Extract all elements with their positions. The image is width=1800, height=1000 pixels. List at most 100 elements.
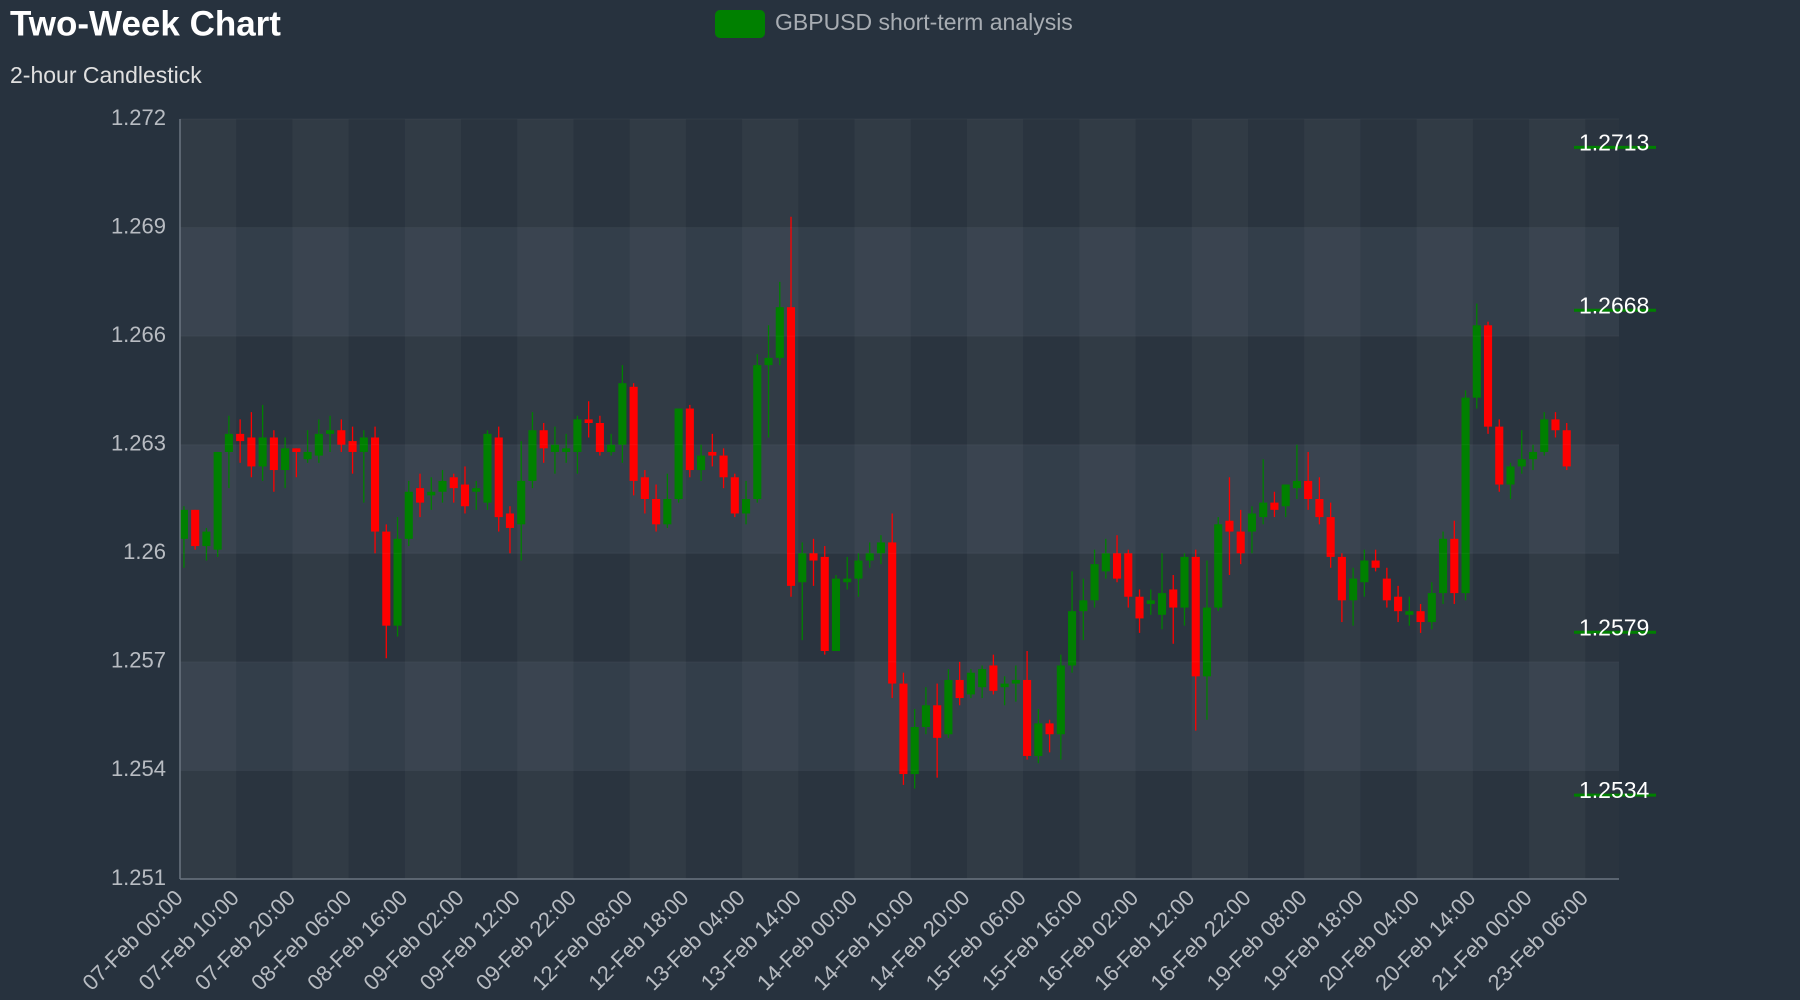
candle-body: [764, 357, 773, 366]
candle-body: [1270, 502, 1279, 510]
candle-body: [1023, 679, 1032, 756]
grid-stripe: [517, 119, 573, 879]
candle-body: [1247, 513, 1256, 532]
candle-body: [685, 408, 694, 471]
candle-body: [348, 441, 357, 452]
y-tick-label: 1.263: [111, 431, 166, 456]
candle-body: [595, 423, 604, 452]
grid-stripe: [1529, 119, 1585, 879]
candle-body: [1326, 517, 1335, 557]
candle-body: [618, 383, 627, 445]
candle-body: [1045, 723, 1054, 735]
candle-body: [1427, 593, 1436, 623]
candle-body: [1517, 459, 1526, 467]
candle-body: [326, 430, 335, 434]
candle-body: [427, 491, 436, 496]
candle-body: [1371, 560, 1380, 568]
candle-body: [865, 553, 874, 561]
grid-stripe: [180, 119, 236, 879]
candle-body: [1236, 531, 1245, 554]
candle-body: [955, 679, 964, 699]
candle-body: [1450, 538, 1459, 594]
y-tick-label: 1.272: [111, 105, 166, 130]
candle-body: [1337, 556, 1346, 601]
candle-body: [539, 430, 548, 449]
candle-body: [483, 433, 492, 503]
candle-body: [1483, 325, 1493, 427]
candle-body: [1180, 556, 1189, 608]
candle-body: [1281, 484, 1290, 507]
y-tick-label: 1.257: [111, 648, 166, 673]
chart-title: Two-Week Chart: [10, 4, 281, 43]
candle-body: [978, 669, 987, 688]
grid-stripe: [1192, 119, 1248, 879]
grid-band: [180, 119, 1619, 228]
candle-body: [820, 556, 829, 651]
candle-body: [843, 578, 852, 583]
candle-body: [393, 538, 402, 626]
candle-body: [1472, 325, 1481, 398]
plot: [179, 216, 1571, 789]
candle-body: [1382, 578, 1391, 601]
candle-body: [1101, 553, 1110, 572]
candle-body: [1146, 600, 1155, 604]
level-label: 1.2579: [1579, 614, 1649, 640]
grid-stripe: [1304, 119, 1360, 879]
candle-body: [460, 484, 470, 507]
candle-body: [607, 444, 616, 452]
candle-body: [989, 665, 998, 691]
candle-body: [809, 553, 818, 561]
candle-body: [652, 499, 661, 525]
candle-body: [213, 451, 222, 550]
candle-body: [921, 705, 930, 727]
candle-body: [337, 430, 346, 445]
candle-body: [528, 430, 537, 481]
y-tick-label: 1.266: [111, 322, 166, 347]
candle-body: [730, 477, 739, 514]
candle-body: [1124, 553, 1133, 597]
candle-body: [1495, 426, 1504, 485]
legend-label: GBPUSD short-term analysis: [775, 9, 1073, 35]
candle-body: [719, 455, 728, 478]
candle-body: [1416, 611, 1425, 623]
candle-body: [517, 480, 526, 525]
y-tick-label: 1.269: [111, 213, 166, 238]
candle-body: [1360, 560, 1369, 583]
grid-band: [180, 770, 1619, 879]
candle-body: [899, 683, 908, 775]
candle-body: [404, 491, 413, 539]
candle-body: [933, 705, 942, 738]
y-tick-label: 1.254: [111, 756, 166, 781]
candle-body: [202, 531, 211, 547]
candle-body: [1506, 466, 1515, 485]
candle-body: [831, 578, 841, 651]
candle-body: [1225, 520, 1234, 532]
candle-body: [640, 477, 649, 499]
candle-body: [1011, 679, 1020, 684]
y-tick-label: 1.251: [111, 865, 166, 890]
candle-body: [1068, 611, 1077, 666]
grid-band: [180, 336, 1619, 445]
candle-body: [191, 509, 200, 547]
candle-body: [1056, 665, 1065, 735]
candle-body: [292, 448, 301, 452]
candle-body: [438, 480, 447, 492]
candle-body: [1405, 611, 1414, 615]
candle-body: [1349, 578, 1358, 601]
candle-body: [944, 679, 953, 735]
candle-body: [674, 408, 683, 499]
legend-swatch: [715, 10, 765, 38]
candle-body: [629, 386, 638, 481]
candle-body: [1304, 480, 1313, 499]
level-label: 1.2668: [1579, 292, 1649, 318]
candle-body: [415, 488, 425, 503]
grid-stripe: [405, 119, 461, 879]
candle-body: [1157, 593, 1167, 615]
candle-body: [1315, 499, 1324, 518]
candle-body: [798, 553, 807, 583]
candle-body: [786, 307, 796, 586]
grid-band: [180, 553, 1619, 662]
candle-body: [494, 437, 503, 518]
